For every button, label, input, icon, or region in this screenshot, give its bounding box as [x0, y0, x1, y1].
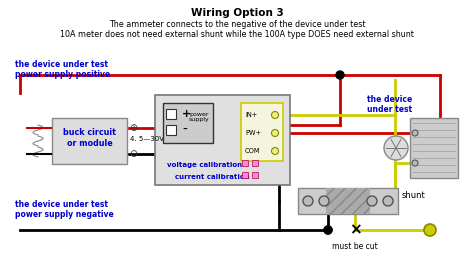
Text: -: - — [182, 123, 187, 137]
Text: ⊖: ⊖ — [129, 149, 137, 159]
Bar — [241, 103, 283, 161]
Bar — [155, 95, 290, 185]
Text: COM: COM — [245, 148, 261, 154]
Text: must be cut: must be cut — [332, 242, 378, 251]
Circle shape — [424, 224, 436, 236]
Circle shape — [383, 196, 393, 206]
Text: 4. 5—30V: 4. 5—30V — [130, 136, 164, 142]
Circle shape — [384, 136, 408, 160]
Circle shape — [324, 226, 332, 234]
Bar — [242, 160, 248, 166]
Circle shape — [336, 71, 344, 79]
Text: Wiring Option 3: Wiring Option 3 — [191, 8, 283, 18]
Circle shape — [324, 226, 332, 234]
Bar — [410, 118, 458, 178]
Circle shape — [412, 130, 418, 136]
Text: The ammeter connects to the negative of the device under test: The ammeter connects to the negative of … — [109, 20, 365, 29]
Circle shape — [272, 130, 279, 136]
Bar — [326, 188, 370, 214]
Bar — [166, 125, 176, 135]
Circle shape — [272, 147, 279, 155]
Bar — [252, 160, 258, 166]
Bar — [163, 103, 213, 143]
Bar — [166, 109, 176, 119]
Text: PW+: PW+ — [245, 130, 261, 136]
Text: power
supply: power supply — [189, 112, 210, 123]
Text: 10A meter does not need external shunt while the 100A type DOES need external sh: 10A meter does not need external shunt w… — [60, 30, 414, 39]
Bar — [298, 188, 398, 214]
Bar — [242, 172, 248, 178]
Text: the device under test
power supply positive: the device under test power supply posit… — [15, 60, 110, 80]
Text: buck circuit
or module: buck circuit or module — [63, 128, 116, 148]
Text: ×: × — [348, 222, 361, 238]
Circle shape — [303, 196, 313, 206]
Text: +: + — [182, 109, 191, 119]
Circle shape — [319, 196, 329, 206]
Circle shape — [367, 196, 377, 206]
Bar — [252, 172, 258, 178]
Text: voltage calibration: voltage calibration — [167, 162, 242, 168]
Circle shape — [272, 112, 279, 119]
Bar — [52, 118, 127, 164]
Text: IN+: IN+ — [245, 112, 257, 118]
Text: the device under test
power supply negative: the device under test power supply negat… — [15, 200, 114, 219]
Text: current calibration: current calibration — [175, 174, 250, 180]
Circle shape — [412, 160, 418, 166]
Text: the device
under test: the device under test — [367, 95, 412, 114]
Text: shunt: shunt — [402, 191, 426, 199]
Text: ⊕: ⊕ — [129, 123, 137, 133]
